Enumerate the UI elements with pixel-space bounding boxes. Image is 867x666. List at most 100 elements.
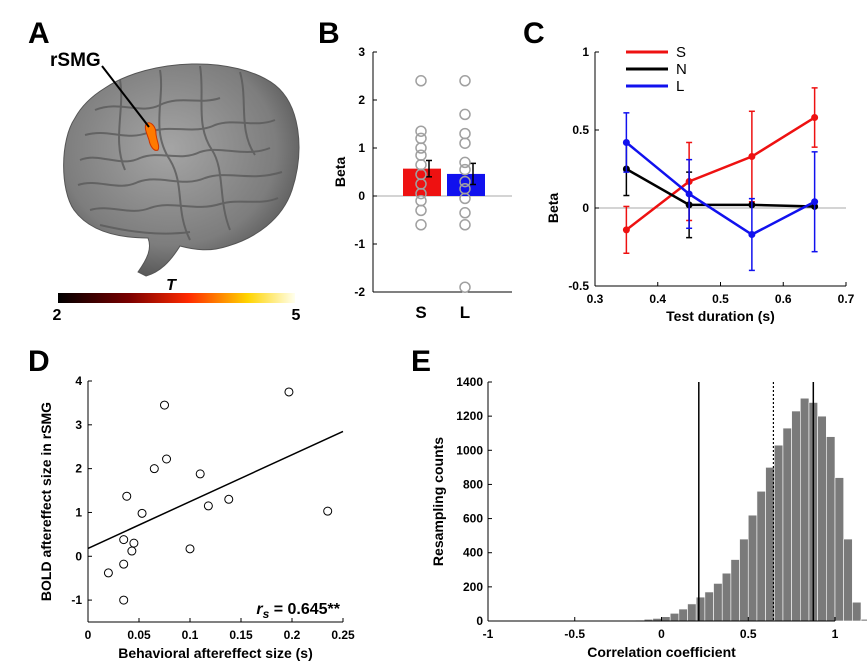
x-tick-label: 0.25 xyxy=(331,628,355,642)
colorbar-min: 2 xyxy=(53,307,62,324)
x-category-label: L xyxy=(460,303,470,322)
scatter-point xyxy=(122,491,132,501)
x-axis-label: Test duration (s) xyxy=(666,308,775,324)
panel-e-histogram: 0 200 400 600 800 1000 1200 1400 -1 -0.5 0 0.5 1 Corr… xyxy=(430,375,867,660)
y-tick-label: 1 xyxy=(75,505,82,519)
individual-point xyxy=(459,207,471,219)
y-tick-label: 0 xyxy=(75,549,82,563)
scatter-point xyxy=(119,535,129,545)
histogram-bar xyxy=(678,608,688,622)
y-axis-label: Resampling counts xyxy=(430,437,446,566)
histogram-bar xyxy=(799,397,810,622)
data-point xyxy=(622,226,630,234)
scatter-point xyxy=(284,387,294,397)
histogram-bar xyxy=(739,538,749,622)
legend-label-l: L xyxy=(676,78,684,95)
histogram-bar xyxy=(695,596,706,622)
y-tick-label: 0.5 xyxy=(572,123,589,137)
individual-point xyxy=(459,163,471,176)
individual-point xyxy=(415,195,427,207)
x-tick-label: 0 xyxy=(85,628,92,642)
individual-point xyxy=(415,75,427,87)
individual-point xyxy=(459,127,471,140)
region-label: rSMG xyxy=(50,50,101,71)
y-tick-label: -0.5 xyxy=(568,279,589,293)
panel-c-line-chart: -0.5 0 0.5 1 0.3 0.4 0.5 0.6 0.7 SNL Test duration… xyxy=(545,44,855,324)
histogram-bar xyxy=(730,559,740,622)
individual-point xyxy=(459,219,471,231)
scatter-point xyxy=(203,501,213,511)
histogram-bar xyxy=(721,572,732,622)
scatter-point xyxy=(137,508,147,518)
y-tick-label: 1400 xyxy=(456,375,483,389)
series-line-n xyxy=(625,167,815,208)
panel-d-scatter-plot: -1 0 1 2 3 4 0 0.05 0.1 0.15 0.2 0.25 rs = 0.645** Be… xyxy=(38,374,355,661)
y-axis-label: Beta xyxy=(332,157,348,188)
panel-label-a: A xyxy=(28,17,50,50)
data-point xyxy=(685,190,693,198)
individual-point xyxy=(415,219,427,231)
y-tick-label: 1200 xyxy=(456,409,483,423)
data-point xyxy=(622,138,630,146)
y-tick-label: 1000 xyxy=(456,443,483,457)
x-axis-label: Behavioral aftereffect size (s) xyxy=(118,645,313,661)
data-point xyxy=(748,231,756,239)
individual-point xyxy=(459,75,471,87)
x-tick-label: 0.2 xyxy=(284,628,301,642)
histogram-bar xyxy=(826,436,836,622)
individual-point xyxy=(459,281,471,293)
histogram-bar xyxy=(704,591,714,622)
y-tick-label: 200 xyxy=(463,580,483,594)
histogram-bar xyxy=(782,427,792,622)
x-tick-label: 0.1 xyxy=(182,628,199,642)
individual-point xyxy=(459,175,471,188)
histogram-bar xyxy=(713,583,723,622)
bar-l xyxy=(447,173,485,196)
y-tick-label: -1 xyxy=(354,237,365,251)
panel-label-d: D xyxy=(28,345,50,378)
scatter-point xyxy=(127,546,137,556)
brain-render xyxy=(63,63,300,277)
panel-label-b: B xyxy=(318,17,340,50)
x-tick-label: -0.5 xyxy=(564,627,585,641)
scatter-point xyxy=(129,538,139,548)
x-tick-label: 0.4 xyxy=(649,292,666,306)
data-point xyxy=(811,198,819,206)
x-category-label: S xyxy=(415,303,426,322)
y-tick-label: 0 xyxy=(582,201,589,215)
x-tick-label: 0.3 xyxy=(587,292,604,306)
y-tick-label: -1 xyxy=(71,593,82,607)
histogram-bar xyxy=(669,613,680,622)
individual-point xyxy=(415,159,427,171)
scatter-point xyxy=(323,506,333,516)
individual-point xyxy=(415,149,427,161)
individual-point xyxy=(415,132,427,145)
regression-line xyxy=(87,430,344,550)
scatter-point xyxy=(185,544,195,554)
legend-label-s: S xyxy=(676,44,686,61)
colorbar-label: T xyxy=(166,277,177,294)
bar-s xyxy=(403,168,441,196)
region-pointer-line xyxy=(101,65,150,128)
x-tick-label: 0.05 xyxy=(127,628,151,642)
y-tick-label: 3 xyxy=(358,45,365,59)
x-tick-label: -1 xyxy=(483,627,494,641)
scatter-point xyxy=(103,568,113,578)
x-tick-label: 0.5 xyxy=(740,627,757,641)
histogram-bar xyxy=(843,538,853,622)
series-line-l xyxy=(625,141,816,236)
legend-label-n: N xyxy=(676,61,687,78)
colorbar xyxy=(58,293,295,303)
x-tick-label: 0.15 xyxy=(229,628,253,642)
individual-point xyxy=(415,125,427,137)
y-tick-label: 800 xyxy=(463,477,483,491)
panel-label-e: E xyxy=(411,345,431,378)
scatter-point xyxy=(195,469,205,479)
individual-point xyxy=(415,142,427,154)
y-tick-label: 0 xyxy=(358,189,365,203)
y-tick-label: 400 xyxy=(463,546,483,560)
y-axis-label: BOLD aftereffect size in rSMG xyxy=(38,402,54,601)
series-line-s xyxy=(625,116,816,231)
histogram-bar xyxy=(747,514,758,622)
y-tick-label: 1 xyxy=(582,45,589,59)
